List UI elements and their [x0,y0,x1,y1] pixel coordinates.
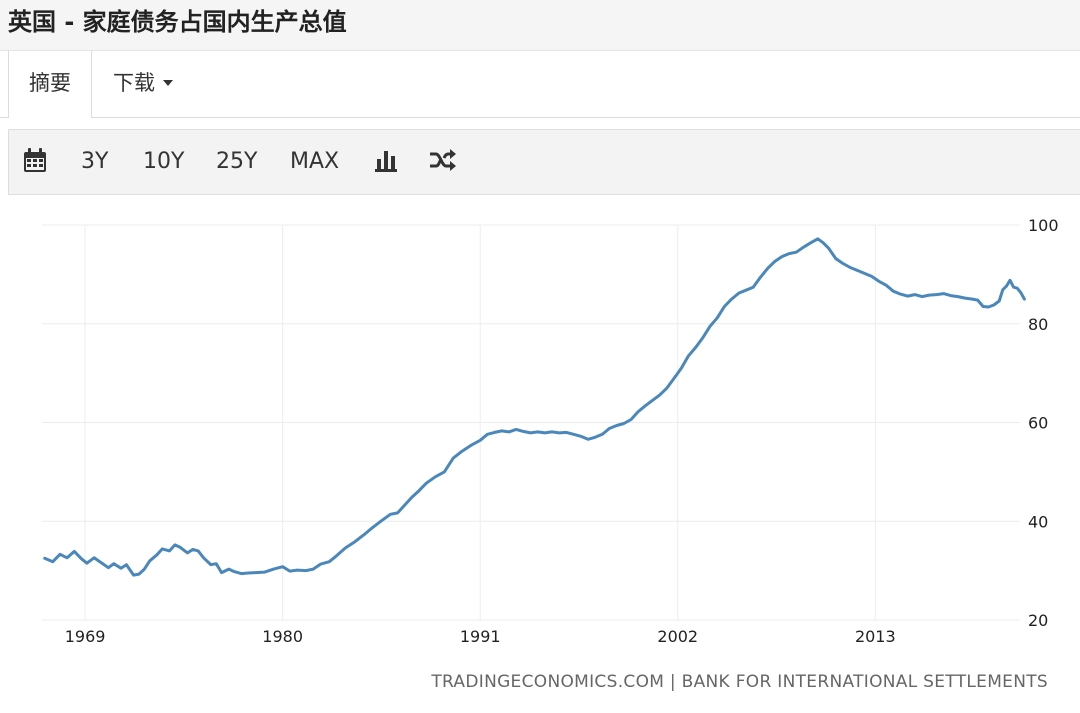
y-tick-label: 100 [1028,216,1059,235]
tab-download-label: 下载 [113,71,155,95]
y-tick-label: 60 [1028,414,1048,433]
calendar-icon[interactable] [23,148,47,176]
tabs-row: 摘要 下载 [0,51,1080,118]
y-tick-label: 40 [1028,512,1048,531]
header-bar: 英国 - 家庭债务占国内生产总值 [0,0,1080,51]
x-tick-label: 2002 [657,627,698,646]
shuffle-icon[interactable] [429,148,457,176]
source-attribution: TRADINGECONOMICS.COM | BANK FOR INTERNAT… [431,672,1048,692]
x-tick-label: 1980 [262,627,303,646]
series-line [43,237,1026,577]
tab-download[interactable]: 下载 [113,51,173,117]
line-chart: 20 40 60 80 100 1969 1980 1991 2002 2013 [42,216,1059,646]
bar-chart-icon[interactable] [375,148,397,176]
range-3y-button[interactable]: 3Y [81,149,109,174]
caret-down-icon [163,79,173,86]
x-tick-label: 1991 [460,627,501,646]
range-25y-button[interactable]: 25Y [216,149,258,174]
chart-area: 20 40 60 80 100 1969 1980 1991 2002 2013 TRADINGE… [0,196,1080,713]
tab-summary[interactable]: 摘要 [8,51,92,118]
y-tick-label: 20 [1028,611,1048,630]
range-max-button[interactable]: MAX [290,149,340,174]
chart-toolbar: 3Y 10Y 25Y MAX [8,129,1080,195]
page-title: 英国 - 家庭债务占国内生产总值 [8,8,347,36]
y-tick-label: 80 [1028,315,1048,334]
x-tick-label: 1969 [65,627,106,646]
x-tick-label: 2013 [855,627,896,646]
range-10y-button[interactable]: 10Y [143,149,185,174]
